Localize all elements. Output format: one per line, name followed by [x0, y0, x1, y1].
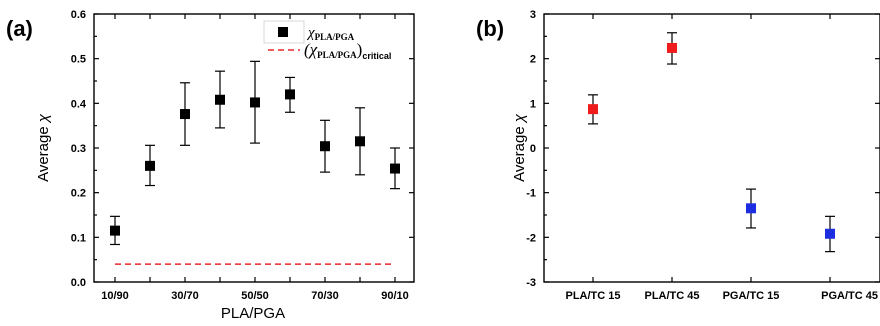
x-tick-label: 10/90: [101, 290, 129, 302]
panel-b-data-points: [588, 32, 835, 253]
data-point-marker: [667, 42, 677, 53]
y-tick-label: 1: [530, 98, 536, 110]
panel-b-label: (b): [476, 16, 504, 41]
x-tick-label: 30/70: [171, 290, 199, 302]
legend-series-symbol: χ: [306, 25, 315, 41]
y-tick-label: 0.3: [71, 143, 86, 155]
data-point-marker: [390, 163, 400, 174]
y-tick-label: 2: [530, 54, 536, 66]
panel-a-data-points: [110, 60, 400, 246]
panel-b-y-ticks: -3 -2 -1 0 1 2 3: [526, 9, 880, 289]
data-point-marker: [180, 109, 190, 120]
panel-a-legend: χPLA/PGA (χPLA/PGA)critical: [263, 20, 391, 61]
y-tick-label: 0.5: [71, 54, 86, 66]
data-point-marker: [746, 203, 756, 214]
y-tick-label: 0.2: [71, 188, 86, 200]
x-tick-label: 50/50: [241, 290, 269, 302]
panel-b-x-ticks: PLA/TC 15 PLA/TC 45 PGA/TC 15 PGA/TC 45: [565, 14, 878, 302]
y-tick-label: 3: [530, 9, 536, 21]
y-tick-label: -2: [526, 232, 536, 244]
svg-text:Averageχ: Average χ: [35, 113, 52, 182]
panel-a: (a) PLA/PGA Averageχ 0.00.10.20.30.40.50…: [6, 9, 415, 322]
legend-critical-subtext: critical: [362, 51, 391, 61]
x-tick-label: PLA/TC 45: [644, 290, 699, 302]
legend-series-subscript: PLA/PGA: [315, 32, 355, 42]
data-point-marker: [250, 97, 260, 108]
x-tick-label: 90/10: [381, 290, 409, 302]
panel-b-y-axis-label: Average χ: [511, 113, 528, 182]
svg-text:Averageχ: Average χ: [511, 113, 528, 182]
panel-b-y-axis-label-text: Average: [511, 126, 528, 182]
y-tick-label: 0.0: [71, 277, 86, 289]
y-tick-label: 0: [530, 143, 536, 155]
legend-square-marker: [278, 27, 288, 37]
legend-marker-frame: [263, 20, 305, 44]
legend-series-label: χPLA/PGA: [306, 25, 355, 42]
y-tick-label: 0.1: [71, 232, 86, 244]
x-tick-label: PGA/TC 45: [821, 290, 878, 302]
panel-a-y-ticks: 0.0 0.1 0.2 0.3 0.4 0.5 0.6: [71, 9, 414, 289]
legend-critical-label: (χPLA/PGA)critical: [304, 40, 391, 61]
data-point-marker: [145, 160, 155, 171]
x-tick-label: PGA/TC 15: [723, 290, 780, 302]
data-point-marker: [320, 141, 330, 152]
panel-a-y-axis-label-text: Average: [35, 126, 52, 182]
y-tick-label: -1: [526, 188, 536, 200]
y-tick-label: 0.6: [71, 9, 86, 21]
panel-a-x-ticks: 10/90 30/70 50/50 70/30 90/10: [101, 14, 409, 302]
data-point-marker: [285, 89, 295, 100]
panel-a-y-axis-label-symbol: χ: [35, 113, 52, 124]
legend-critical-subscript: PLA/PGA: [317, 50, 357, 60]
data-point-marker: [355, 136, 365, 147]
data-point-marker: [588, 104, 598, 115]
panel-a-label: (a): [6, 16, 33, 41]
x-tick-label: 70/30: [311, 290, 339, 302]
y-tick-label: -3: [526, 277, 536, 289]
data-point-marker: [825, 228, 835, 239]
y-tick-label: 0.4: [71, 98, 87, 110]
panel-a-y-axis-label: Average χ: [35, 113, 52, 182]
legend-critical-paren: ): [357, 40, 363, 59]
legend-critical-symbol: (χ: [304, 40, 318, 59]
x-tick-label: PLA/TC 15: [565, 290, 620, 302]
panel-b-y-axis-label-symbol: χ: [511, 113, 528, 124]
panel-a-x-axis-label: PLA/PGA: [221, 305, 285, 322]
data-point-marker: [215, 94, 225, 105]
data-point-marker: [110, 225, 120, 236]
